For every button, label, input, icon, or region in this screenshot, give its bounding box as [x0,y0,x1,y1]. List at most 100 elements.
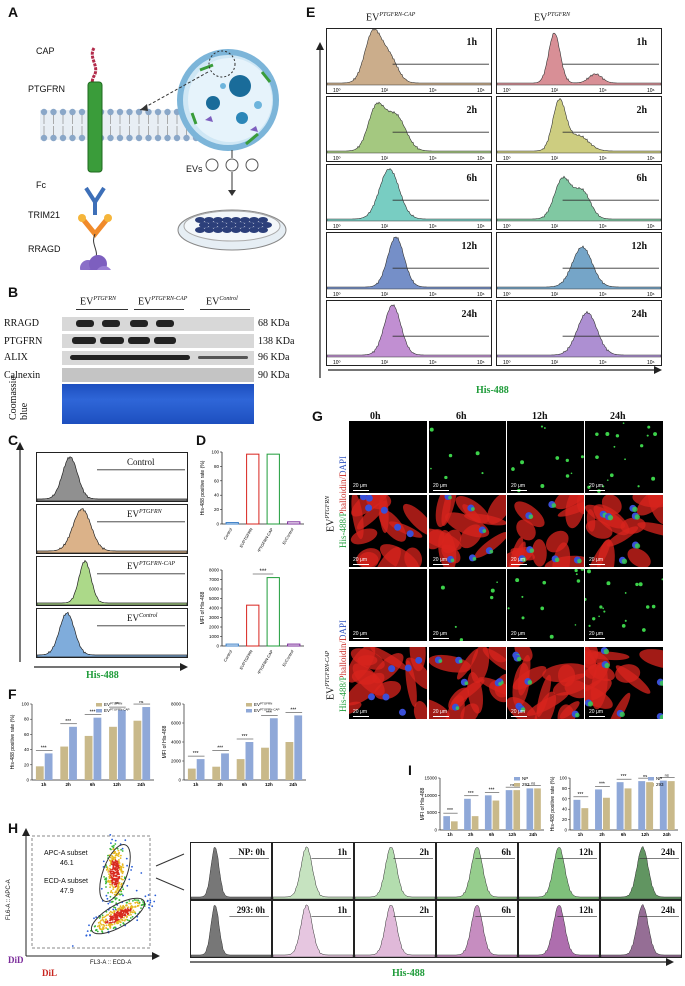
tick-label: 6000 [171,721,182,726]
x-tick: 10⁶ [477,360,485,365]
category-label: 12h [265,782,273,787]
panel-e-hist-r3-c0: 10⁰ 10² 10⁴ 10⁶ 12h [326,232,492,298]
x-tick: 10⁰ [333,156,341,161]
scale-bar: 20 μm [589,483,605,491]
panel-c-xaxis [34,663,188,671]
panel-e-time-r0-c1: 1h [636,37,647,48]
category-label: 12h [113,782,121,787]
panel-g-time-0: 0h [370,411,381,422]
category-label: 6h [90,782,96,787]
scale-bar: 20 μm [433,631,449,639]
scale-bar: 20 μm [433,483,449,491]
y-axis-label: MFI of His-488 [420,787,426,820]
category-label: EVPTGFRN [238,527,253,548]
legend-label: EVPTGFRN-CAP [104,708,130,714]
tick-label: 40 [24,747,30,752]
gate-ecd-value: 47.9 [60,888,74,895]
tick-label: 4000 [171,740,182,745]
legend-swatch [96,703,102,707]
panel-h-time-r0-c3: 6h [501,847,511,857]
panel-c-hist-0: Control [36,452,188,502]
x-tick: 10⁰ [503,224,511,229]
significance-label: *** [489,787,495,793]
y-axis-label: His-488 positive rate (%) [200,460,206,515]
legend-swatch [514,777,520,781]
panel-h-time-r1-c3: 6h [501,905,511,915]
x-tick: 10⁴ [429,88,437,93]
gate-ecd-name: ECD-A subset [44,878,88,885]
category-label: 24h [289,782,297,787]
significance-label: *** [577,792,583,798]
panel-e-hist-r3-c1: 10⁰ 10² 10⁴ 10⁶ 12h [496,232,662,298]
panel-h-time-r1-c2: 2h [419,905,429,915]
cap-label: CAP [36,46,55,56]
x-tick: 10⁰ [503,156,511,161]
tick-label: 100 [21,702,29,707]
dil-label: DiL [42,968,58,978]
category-label: 6h [489,832,495,837]
bar [659,780,667,830]
ptgfrn-label: PTGFRN [28,84,65,94]
panel-e-hist-r4-c0: 10⁰ 10² 10⁴ 10⁶ 24h [326,300,492,366]
panel-g-group-2: EVPTGFRN-CAP [325,650,337,700]
micrograph-r1-c2: 20 μm [506,494,586,568]
bar [287,643,301,647]
x-tick: 10⁶ [477,292,485,297]
bar [287,521,301,525]
tick-label: 0 [216,644,219,649]
category-label: 24h [663,832,671,837]
x-tick: 10⁶ [477,224,485,229]
x-tick: 10² [381,156,389,161]
x-tick: 10⁴ [599,292,607,297]
tick-label: 0 [216,522,219,527]
bar [246,604,260,647]
scale-bar: 20 μm [511,557,527,565]
significance-label: *** [621,774,627,780]
blot-group-1: EVPTGFRN [80,296,117,308]
petri-dish-icon [177,209,287,251]
significance-label: ns [139,699,143,704]
panel-e-hist-r0-c1: 10⁰ 10² 10⁴ 10⁶ 1h [496,28,662,94]
legend-swatch [246,709,252,713]
bar [69,726,77,780]
legend-swatch [514,783,520,787]
tick-label: 20 [214,507,220,512]
bar [450,821,458,830]
category-label: 1h [447,832,453,837]
panel-h-xaxis [190,958,674,966]
category-label: 2h [217,782,223,787]
panel-d-top-chart: 0 20 40 60 80 100 His-488 positive rate (%) Con… [200,450,304,552]
tick-label: 15000 [424,776,437,781]
bar [266,453,280,525]
legend-label: NP [522,776,528,781]
panel-e-label: E [306,4,316,20]
panel-e-time-r1-c0: 2h [466,105,477,116]
panel-h-hist-r0-c3: 6h [436,842,518,900]
panel-h-time-r1-c5: 24h [660,905,675,915]
panel-g-time-1: 6h [456,411,467,422]
x-tick: 10⁴ [429,224,437,229]
micrograph-r1-c3: 20 μm [584,494,664,568]
micrograph-r3-c0: 20 μm [348,646,428,720]
blot-group-3: EVControl [206,296,238,308]
category-label: 2h [65,782,71,787]
micrograph-r3-c1: 20 μm [428,646,508,720]
category-label: Control [222,527,233,541]
category-label: 12h [641,832,649,837]
panel-c-label: C [8,432,19,448]
category-label: 24h [137,782,145,787]
significance-label: *** [447,808,453,814]
panel-e-hist-r1-c0: 10⁰ 10² 10⁴ 10⁶ 2h [326,96,492,162]
micrograph-r0-c2: 20 μm [506,420,586,494]
panel-h-hist-r0-c1: 1h [272,842,354,900]
panel-h-time-r0-c0: NP: 0h [238,847,265,857]
legend-label: EVPTGFRN [254,702,272,708]
tick-label: 1000 [209,634,220,639]
scale-bar: 20 μm [433,709,449,717]
panel-e-time-r3-c0: 12h [461,241,477,252]
category-label: 1h [578,832,584,837]
panel-e-time-r4-c0: 24h [461,309,477,320]
category-label: Control [222,649,233,663]
x-tick: 10⁰ [333,224,341,229]
